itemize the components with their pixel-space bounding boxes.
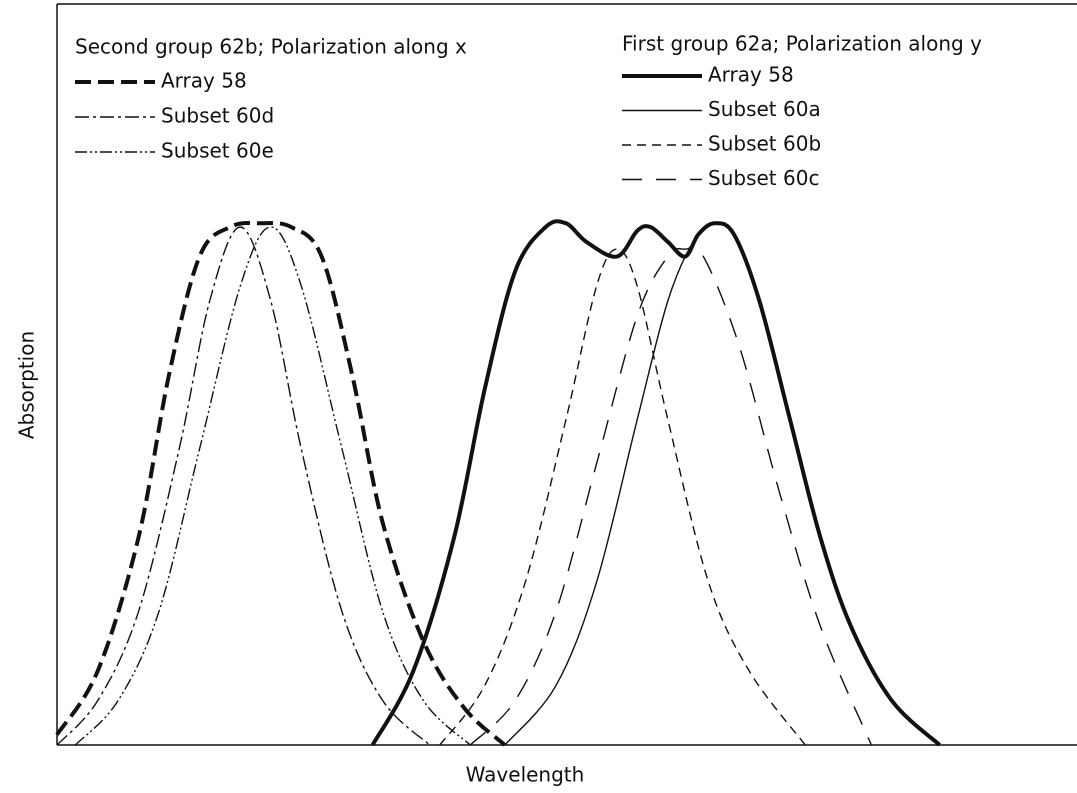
legend-label: Array 58 bbox=[708, 63, 794, 87]
series-line bbox=[74, 226, 471, 746]
series-line bbox=[439, 248, 806, 746]
legend-label: Subset 60a bbox=[708, 97, 821, 121]
legend-label: Subset 60d bbox=[161, 104, 274, 128]
legend-title: First group 62a; Polarization along y bbox=[622, 32, 982, 56]
x-axis-label: Wavelength bbox=[466, 763, 585, 787]
series-line bbox=[55, 221, 507, 747]
legend-label: Subset 60c bbox=[708, 166, 819, 190]
y-axis-label: Absorption bbox=[15, 331, 39, 439]
series-line bbox=[56, 226, 431, 746]
series-line bbox=[469, 246, 873, 746]
series-line bbox=[370, 219, 941, 747]
legend-label: Subset 60e bbox=[161, 139, 274, 163]
series-line bbox=[504, 221, 941, 746]
legend-label: Array 58 bbox=[161, 69, 247, 93]
legend-label: Subset 60b bbox=[708, 132, 821, 156]
legend-title: Second group 62b; Polarization along x bbox=[75, 35, 467, 59]
